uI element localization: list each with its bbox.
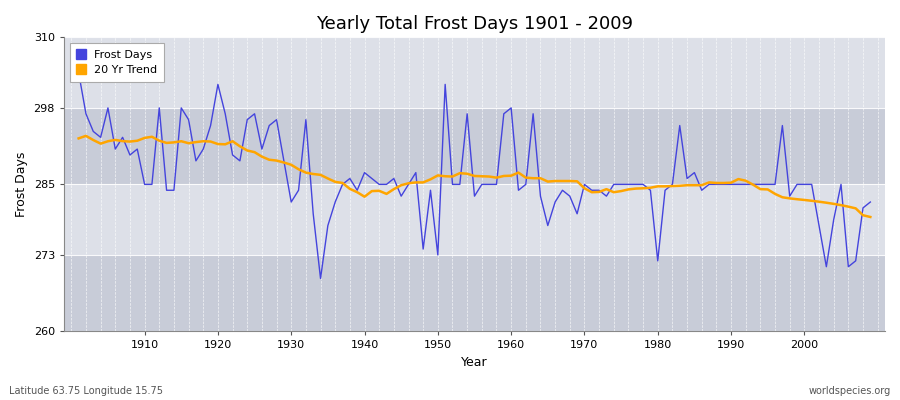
Y-axis label: Frost Days: Frost Days [15, 152, 28, 217]
Bar [64, 255, 885, 332]
Title: Yearly Total Frost Days 1901 - 2009: Yearly Total Frost Days 1901 - 2009 [316, 15, 633, 33]
Legend: Frost Days, 20 Yr Trend: Frost Days, 20 Yr Trend [69, 43, 164, 82]
Bar [64, 108, 885, 184]
Text: worldspecies.org: worldspecies.org [809, 386, 891, 396]
X-axis label: Year: Year [461, 356, 488, 369]
Text: Latitude 63.75 Longitude 15.75: Latitude 63.75 Longitude 15.75 [9, 386, 163, 396]
